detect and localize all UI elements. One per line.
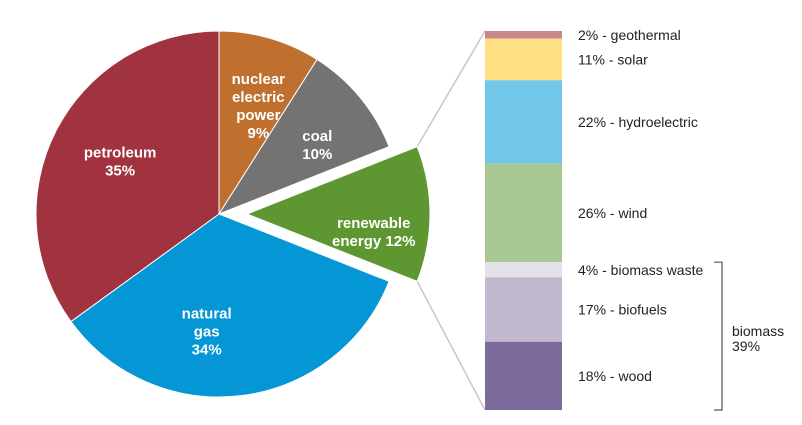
bar-segment-wind — [485, 163, 562, 263]
bar-label-geothermal: 2% - geothermal — [578, 27, 681, 43]
bar-segment-solar — [485, 38, 562, 81]
bar-segment-hydroelectric — [485, 80, 562, 164]
biomass-group-label: biomass 39% — [732, 323, 784, 354]
connector-line-bottom — [416, 281, 486, 411]
pie-slice-coal — [217, 58, 390, 216]
connector-line-top — [416, 30, 486, 148]
pie-slice-renewable — [245, 145, 431, 283]
pie-label-renewable: renewable energy 12% — [332, 215, 415, 250]
pie-slice-natural-gas — [70, 213, 390, 398]
renewable-breakdown-bar — [485, 31, 562, 410]
pie-slice-petroleum — [35, 30, 220, 323]
bar-segment-geothermal — [485, 31, 562, 39]
pie-chart: nuclear electric power 9% coal 10% renewable en… — [35, 30, 431, 398]
bar-label-solar: 11% - solar — [578, 51, 648, 67]
bar-segment-biofuels — [485, 277, 562, 342]
bar-label-wood: 18% - wood — [578, 368, 652, 384]
connector-lines — [416, 30, 486, 411]
bar-label-biofuels: 17% - biofuels — [578, 302, 667, 318]
breakdown-labels: 2% - geothermal 11% - solar 22% - hydroele… — [578, 27, 703, 384]
bar-segment-wood — [485, 341, 562, 410]
pie-slice-nuclear-electric — [218, 30, 318, 216]
biomass-bracket: biomass 39% — [714, 261, 784, 411]
bar-segment-biomass-waste — [485, 262, 562, 278]
pie-label-natural-gas: natural gas 34% — [182, 305, 232, 358]
pie-label-petroleum: petroleum 35% — [84, 144, 157, 179]
pie-label-nuclear-electric: nuclear electric power 9% — [232, 71, 286, 142]
bar-label-wind: 26% - wind — [578, 205, 647, 221]
bar-label-hydroelectric: 22% - hydroelectric — [578, 114, 698, 130]
bar-label-biomass-waste: 4% - biomass waste — [578, 262, 703, 278]
biomass-bracket-line — [714, 261, 723, 411]
pie-label-coal: coal 10% — [302, 128, 332, 163]
